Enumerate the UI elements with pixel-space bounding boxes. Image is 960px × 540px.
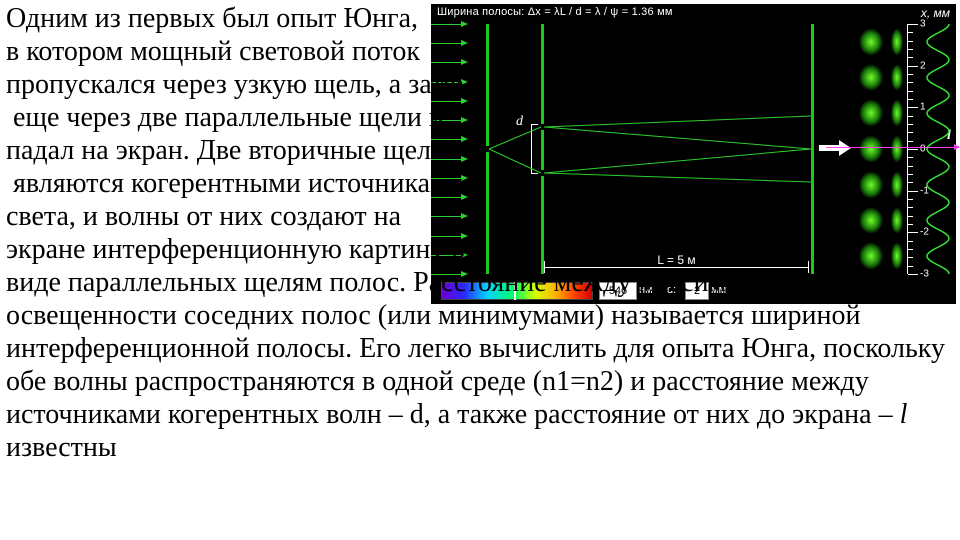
body-text: Одним из первых был опыт Юнга, в котором… (6, 2, 954, 464)
text-line: являются когерентными источниками (6, 168, 463, 199)
text-line: падал на экран. Две вторичные щели (6, 135, 446, 166)
slide: Ширина полосы: Δx = λL / d = λ / ψ = 1.3… (0, 0, 960, 540)
text-line: еще через две параллельные щели и (6, 102, 444, 133)
text-line: виде параллельных щелям полос. Расстояни… (6, 267, 952, 430)
text-line: пропускался через узкую щель, а затем (6, 69, 473, 100)
text-line: экране интерференционную картину в (6, 234, 465, 265)
text-line: света, и волны от них создают на (6, 201, 401, 232)
text-line: в котором мощный световой поток (6, 36, 420, 67)
text-line: Одним из первых был опыт Юнга, (6, 3, 418, 34)
